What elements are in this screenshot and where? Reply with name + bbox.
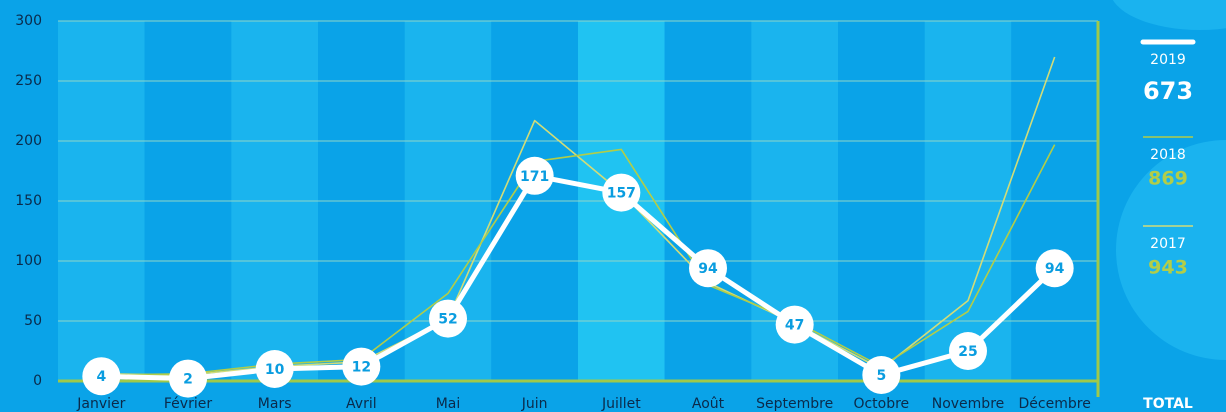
- point-marker: [429, 299, 467, 338]
- x-tick-label: Septembre: [756, 396, 833, 412]
- point-marker: [862, 356, 901, 394]
- point-marker: [515, 156, 554, 195]
- y-tick-label: 150: [15, 193, 42, 209]
- decor-blob: [1116, 140, 1226, 360]
- y-tick-label: 50: [24, 313, 42, 329]
- x-tick-label: Avril: [346, 396, 377, 412]
- x-tick-label: Mai: [436, 396, 461, 412]
- data-label: 5: [876, 368, 886, 384]
- legend-label: 2019: [1150, 52, 1186, 68]
- x-tick-label: Janvier: [76, 396, 125, 412]
- y-tick-label: 250: [15, 73, 42, 89]
- x-tick-label: Octobre: [853, 396, 909, 412]
- point-marker: [82, 357, 121, 396]
- point-marker: [342, 347, 381, 386]
- y-tick-label: 300: [15, 13, 42, 29]
- point-marker: [1035, 249, 1074, 288]
- decor-blob: [1112, 0, 1226, 30]
- point-marker: [689, 249, 727, 288]
- x-tick-label: Août: [692, 396, 725, 412]
- legend-total: 673: [1143, 77, 1193, 105]
- point-marker: [949, 332, 987, 370]
- data-label: 25: [958, 344, 977, 360]
- legend-label: 2017: [1150, 236, 1186, 252]
- x-tick-label: Novembre: [932, 396, 1005, 412]
- point-marker: [602, 173, 641, 212]
- y-tick-label: 100: [15, 253, 42, 269]
- point-marker: [255, 350, 294, 388]
- x-tick-label: Juillet: [601, 396, 641, 412]
- legend-total: 943: [1148, 257, 1188, 279]
- data-label: 94: [1045, 261, 1065, 277]
- data-label: 47: [785, 318, 804, 334]
- data-label: 94: [698, 261, 718, 277]
- data-label: 157: [607, 186, 636, 202]
- y-tick-label: 0: [33, 373, 42, 389]
- point-marker: [775, 305, 814, 344]
- data-label: 52: [438, 312, 457, 328]
- data-label: 4: [96, 369, 106, 385]
- point-marker: [169, 359, 207, 398]
- x-tick-label: Mars: [258, 396, 292, 412]
- x-tick-label: Juin: [521, 396, 548, 412]
- data-label: 2: [183, 372, 193, 388]
- y-tick-label: 200: [15, 133, 42, 149]
- legend-total: 869: [1148, 168, 1188, 190]
- legend-label: 2018: [1150, 147, 1186, 163]
- data-label: 12: [352, 360, 371, 376]
- x-tick-label: Février: [164, 396, 212, 412]
- data-label: 10: [265, 362, 285, 378]
- data-label: 171: [520, 169, 549, 185]
- total-label: TOTAL: [1143, 396, 1193, 412]
- x-tick-label: Décembre: [1019, 396, 1091, 412]
